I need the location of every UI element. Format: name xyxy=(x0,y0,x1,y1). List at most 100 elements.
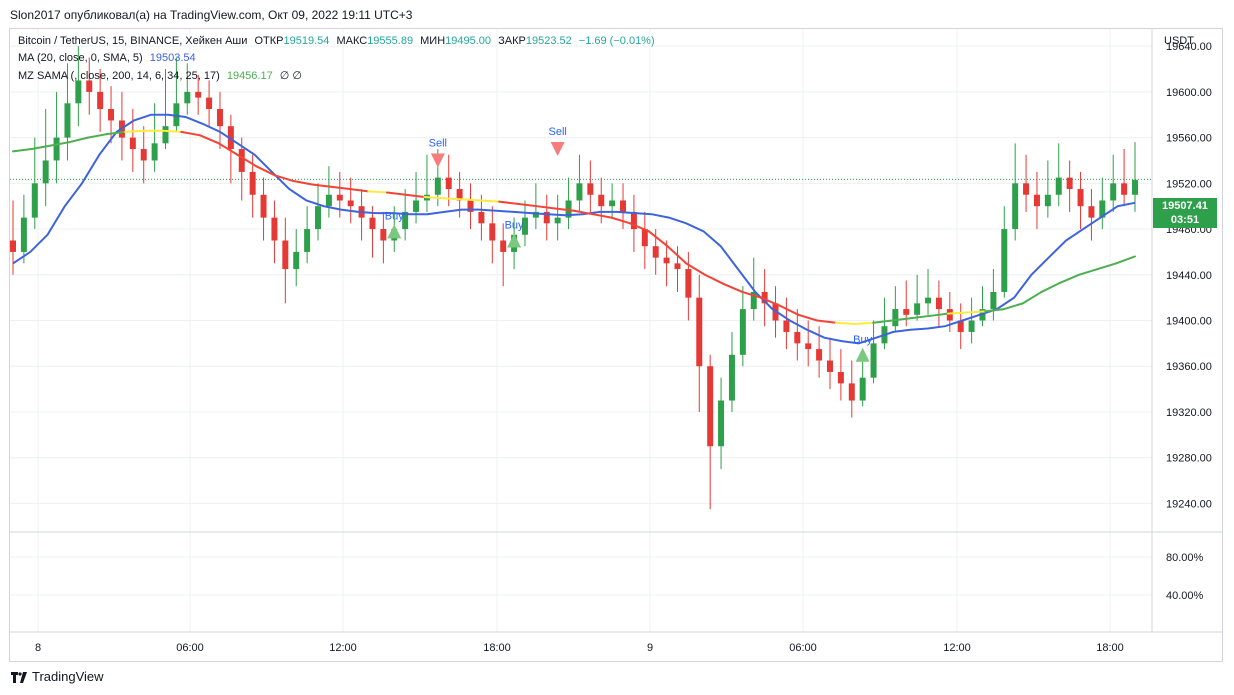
candle-up[interactable] xyxy=(184,91,191,104)
candle-down[interactable] xyxy=(1066,177,1073,190)
candle-down[interactable] xyxy=(467,200,474,212)
candle-up[interactable] xyxy=(173,103,180,127)
candle-up[interactable] xyxy=(304,229,311,252)
candle-up[interactable] xyxy=(1099,200,1106,218)
candle-down[interactable] xyxy=(445,177,452,190)
candle-down[interactable] xyxy=(652,246,659,258)
candle-up[interactable] xyxy=(434,177,441,195)
candle-down[interactable] xyxy=(935,297,942,310)
candle-up[interactable] xyxy=(293,251,300,270)
candle-up[interactable] xyxy=(609,200,616,207)
candle-down[interactable] xyxy=(783,320,790,332)
candle-down[interactable] xyxy=(1033,194,1040,207)
candle-up[interactable] xyxy=(75,80,82,104)
candle-down[interactable] xyxy=(707,366,714,447)
candle-down[interactable] xyxy=(826,360,833,372)
candle-down[interactable] xyxy=(1077,189,1084,207)
candle-down[interactable] xyxy=(674,263,681,270)
candle-down[interactable] xyxy=(140,149,147,161)
candle-up[interactable] xyxy=(1001,229,1008,292)
candle-down[interactable] xyxy=(108,109,115,121)
buy-signal-icon[interactable] xyxy=(507,233,522,248)
candle-up[interactable] xyxy=(990,291,997,310)
candle-up[interactable] xyxy=(151,143,158,161)
candle-down[interactable] xyxy=(456,189,463,201)
candle-up[interactable] xyxy=(554,217,561,224)
candle-down[interactable] xyxy=(369,217,376,230)
candle-down[interactable] xyxy=(946,309,953,321)
candle-down[interactable] xyxy=(336,194,343,201)
candle-up[interactable] xyxy=(739,309,746,355)
candle-up[interactable] xyxy=(565,200,572,218)
candle-down[interactable] xyxy=(696,297,703,367)
sell-signal-icon[interactable] xyxy=(550,142,565,157)
candle-up[interactable] xyxy=(325,194,332,207)
candle-down[interactable] xyxy=(663,257,670,264)
candle-down[interactable] xyxy=(1088,206,1095,218)
candle-up[interactable] xyxy=(728,354,735,401)
candle-down[interactable] xyxy=(1121,183,1128,195)
candle-down[interactable] xyxy=(794,331,801,344)
candle-down[interactable] xyxy=(587,183,594,195)
candle-up[interactable] xyxy=(576,183,583,201)
candle-down[interactable] xyxy=(598,194,605,207)
candle-down[interactable] xyxy=(260,194,267,218)
candle-down[interactable] xyxy=(10,240,16,252)
candle-up[interactable] xyxy=(42,160,49,184)
candle-down[interactable] xyxy=(848,383,855,401)
candle-down[interactable] xyxy=(238,149,245,172)
buy-signal-icon[interactable] xyxy=(855,347,870,362)
buy-signal-icon[interactable] xyxy=(387,224,402,239)
candle-down[interactable] xyxy=(380,229,387,241)
candle-down[interactable] xyxy=(282,240,289,270)
candle-up[interactable] xyxy=(20,217,27,252)
legend-ma-label[interactable]: MA (20, close, 0, SMA, 5) xyxy=(18,52,143,64)
candle-down[interactable] xyxy=(805,343,812,350)
candle-up[interactable] xyxy=(859,377,866,401)
candle-up[interactable] xyxy=(750,291,757,310)
candle-down[interactable] xyxy=(641,229,648,247)
candle-up[interactable] xyxy=(1012,183,1019,230)
candle-down[interactable] xyxy=(816,349,823,361)
candle-down[interactable] xyxy=(249,171,256,195)
candle-down[interactable] xyxy=(206,97,213,110)
candle-up[interactable] xyxy=(1110,183,1117,201)
candle-down[interactable] xyxy=(620,200,627,212)
ma-line[interactable] xyxy=(12,113,1136,345)
candle-down[interactable] xyxy=(761,291,768,304)
candle-down[interactable] xyxy=(630,211,637,230)
candle-up[interactable] xyxy=(1132,179,1138,195)
candle-down[interactable] xyxy=(500,240,507,252)
candle-up[interactable] xyxy=(31,183,38,218)
candle-down[interactable] xyxy=(543,211,550,224)
candle-up[interactable] xyxy=(925,297,932,304)
candle-down[interactable] xyxy=(216,109,223,127)
candle-up[interactable] xyxy=(718,400,725,447)
candle-down[interactable] xyxy=(685,269,692,298)
candle-up[interactable] xyxy=(53,137,60,161)
candle-down[interactable] xyxy=(129,137,136,150)
candle-up[interactable] xyxy=(1055,177,1062,195)
candle-down[interactable] xyxy=(478,211,485,224)
candle-down[interactable] xyxy=(1023,183,1030,195)
candle-up[interactable] xyxy=(64,103,71,138)
candle-up[interactable] xyxy=(162,126,169,144)
tradingview-logo[interactable]: TradingView xyxy=(11,669,104,684)
legend-symbol[interactable]: Bitcoin / TetherUS, 15, BINANCE, Хейкен … xyxy=(18,35,248,47)
candle-down[interactable] xyxy=(903,309,910,315)
candle-up[interactable] xyxy=(870,343,877,378)
candle-down[interactable] xyxy=(271,217,278,241)
candle-up[interactable] xyxy=(892,309,899,327)
candle-up[interactable] xyxy=(968,320,975,332)
candle-up[interactable] xyxy=(914,303,921,315)
sell-signal-icon[interactable] xyxy=(430,153,445,168)
candle-up[interactable] xyxy=(402,211,409,230)
candle-down[interactable] xyxy=(86,80,93,92)
candle-down[interactable] xyxy=(837,371,844,384)
legend-sama-label[interactable]: MZ SAMA (, close, 200, 14, 6, 34, 25, 17… xyxy=(18,70,220,82)
candle-down[interactable] xyxy=(97,91,104,110)
candle-down[interactable] xyxy=(195,91,202,98)
candle-up[interactable] xyxy=(413,200,420,212)
candle-up[interactable] xyxy=(1044,194,1051,207)
candle-up[interactable] xyxy=(521,217,528,235)
